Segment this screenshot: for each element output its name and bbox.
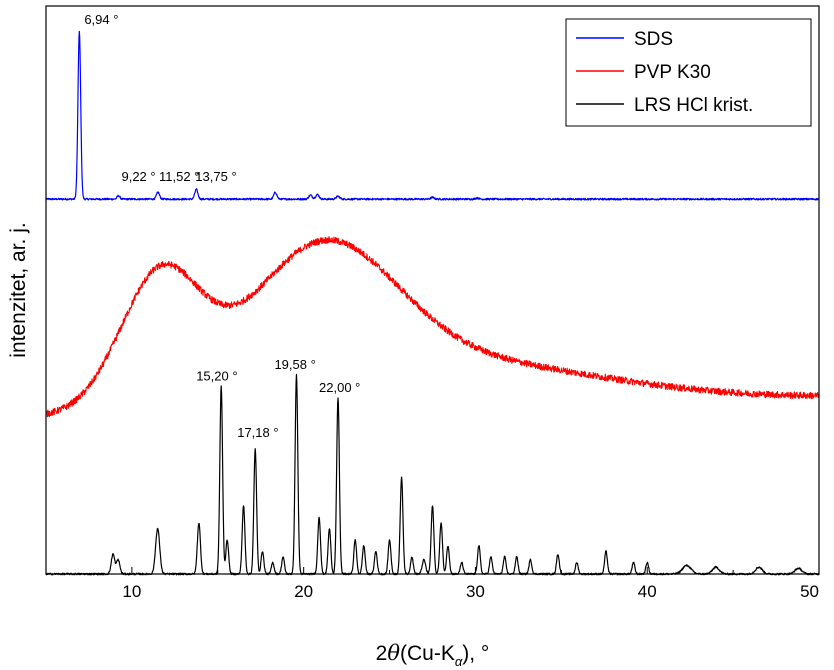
series-layer <box>45 30 820 576</box>
annotation-layer: 6,94 ° 9,22 ° 11,52 °13,75 ° 15,20 ° 17,18 °… <box>84 12 360 440</box>
peak-annotation: 11,52 ° <box>159 169 199 184</box>
peak-annotation: 19,58 ° <box>274 357 315 372</box>
x-tick-label: 50 <box>800 582 819 601</box>
x-axis-title-suffix: ), ° <box>462 642 489 665</box>
x-axis-title: 2θ(Cu-Kα), ° <box>376 641 490 669</box>
x-axis-title-prefix: 2 <box>376 642 388 665</box>
peak-annotation: 22,00 ° <box>319 380 360 395</box>
x-axis-title-theta: θ <box>387 641 400 665</box>
plot-frame <box>45 5 820 575</box>
legend-label-lrs: LRS HCl krist. <box>634 95 753 116</box>
legend-label-sds: SDS <box>634 29 673 50</box>
x-tick-label: 30 <box>466 582 485 601</box>
x-tick-label: 10 <box>122 582 141 601</box>
series-line-2 <box>45 373 820 576</box>
series-line-0 <box>45 30 820 201</box>
x-axis-title-mid: (Cu-K <box>400 642 455 665</box>
peak-annotation: 6,94 ° <box>84 12 118 27</box>
peak-annotation: 17,18 ° <box>237 425 278 440</box>
tick-layer: 10 20 30 40 50 <box>45 567 820 601</box>
legend-box <box>565 18 812 127</box>
peak-annotation: 15,20 ° <box>196 369 237 384</box>
x-tick-label: 20 <box>294 582 313 601</box>
peak-annotation: 9,22 ° <box>121 169 155 184</box>
x-axis-title-subscript: α <box>455 654 463 669</box>
series-line-1 <box>45 236 820 418</box>
x-tick-label: 40 <box>638 582 657 601</box>
legend-label-pvp: PVP K30 <box>634 62 711 83</box>
legend: SDS PVP K30 LRS HCl krist. <box>565 18 812 127</box>
peak-annotation: 13,75 ° <box>195 169 236 184</box>
y-axis-title: intenzitet, ar. j. <box>7 222 30 357</box>
